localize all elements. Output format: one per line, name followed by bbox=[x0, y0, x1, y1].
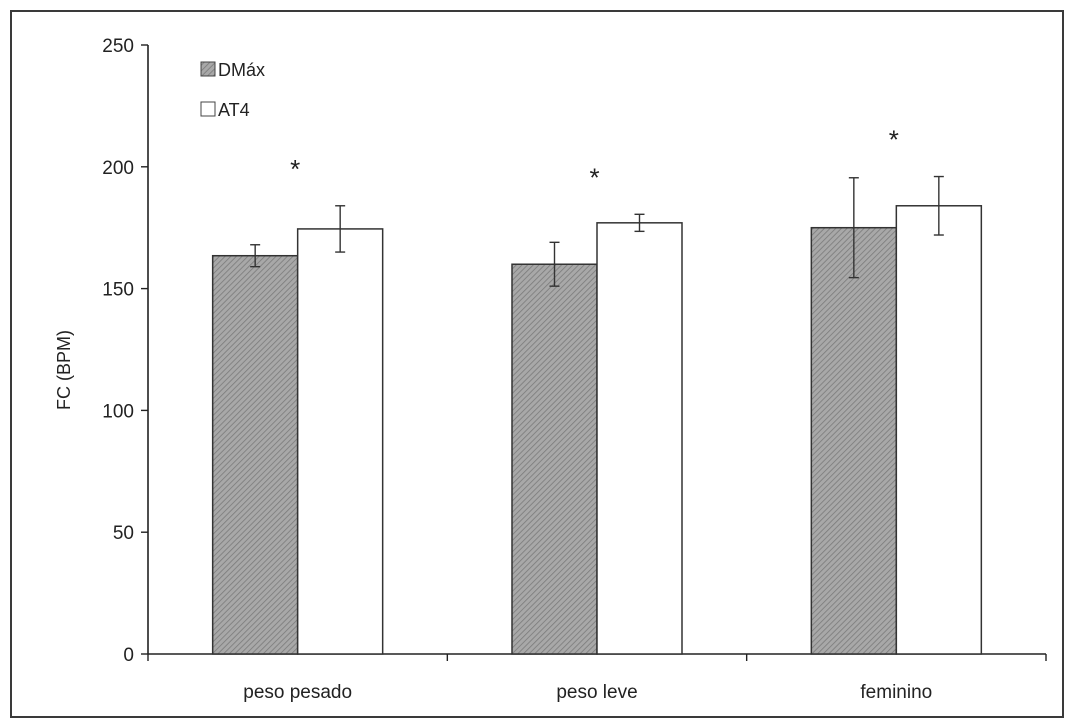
y-axis-title: FC (BPM) bbox=[54, 330, 74, 410]
significance-marker: * bbox=[589, 162, 599, 192]
legend-label-at4: AT4 bbox=[218, 100, 250, 120]
bar bbox=[211, 254, 299, 655]
x-category-label: peso leve bbox=[556, 682, 637, 703]
legend-swatch-dmax bbox=[200, 61, 216, 77]
error-bars bbox=[250, 175, 944, 287]
y-tick-label: 50 bbox=[113, 523, 134, 544]
significance-marker: * bbox=[889, 125, 899, 155]
bars bbox=[211, 205, 983, 655]
legend-swatch-at4 bbox=[200, 101, 216, 117]
legend-label-dmax: DMáx bbox=[218, 60, 265, 80]
x-category-label: peso pesado bbox=[243, 682, 352, 703]
y-tick-label: 200 bbox=[102, 158, 134, 179]
legend: DMáx AT4 bbox=[200, 60, 265, 120]
bar bbox=[511, 263, 598, 655]
bar bbox=[895, 205, 983, 655]
bar bbox=[596, 222, 683, 655]
y-tick-label: 0 bbox=[123, 645, 134, 666]
y-tick-label: 250 bbox=[102, 36, 134, 57]
significance-marker: * bbox=[290, 154, 300, 184]
x-category-label: feminino bbox=[860, 682, 932, 703]
y-tick-label: 150 bbox=[102, 280, 134, 301]
bar bbox=[810, 226, 898, 655]
y-tick-label: 100 bbox=[102, 401, 134, 422]
bar bbox=[296, 228, 384, 655]
significance-markers: * * * bbox=[290, 125, 899, 193]
